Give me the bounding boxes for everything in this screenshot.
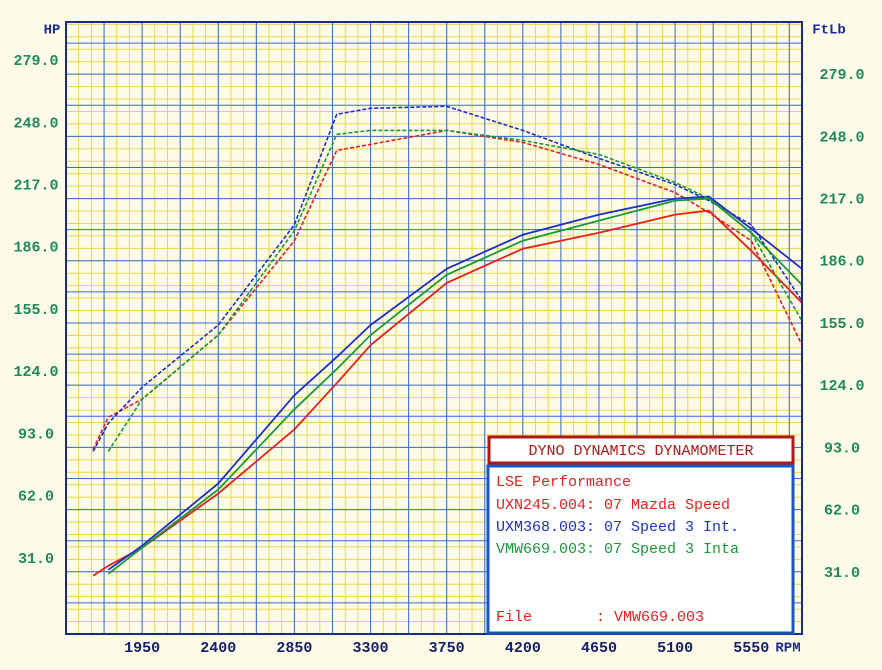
plot-border: [65, 21, 803, 635]
legend-title-box: [487, 435, 795, 465]
x-tick-label: 5550: [733, 640, 769, 657]
y2-tick-label: 62.0: [824, 503, 860, 520]
y2-tick-label: 155.0: [819, 316, 864, 333]
x-tick-label: 5100: [657, 640, 693, 657]
y2-tick-label: 217.0: [819, 192, 864, 209]
y-tick-label: 124.0: [13, 364, 58, 381]
legend-box: [486, 464, 795, 635]
y-tick-label: 217.0: [13, 178, 58, 195]
legend-items: UXN245.004: 07 Mazda Speed UXM368.003: 07…: [496, 497, 739, 558]
x-tick-label: 4650: [581, 640, 617, 657]
torque-line: [107, 129, 803, 452]
x-tick-label: 1950: [124, 640, 160, 657]
y-tick-label: 31.0: [18, 551, 54, 568]
y2-tick-label: 124.0: [819, 378, 864, 395]
x-tick-label: 3300: [353, 640, 389, 657]
power-line: [107, 197, 803, 575]
legend-entry: VMW669.003: 07 Speed 3 Inta: [496, 541, 739, 558]
y-tick-label: 248.0: [13, 115, 58, 132]
y2-tick-label: 279.0: [819, 67, 864, 84]
power-line: [107, 195, 803, 571]
y-tick-label: 279.0: [13, 53, 58, 70]
x-tick-label: 4200: [505, 640, 541, 657]
y2-tick-label: 31.0: [824, 565, 860, 582]
legend: DYNO DYNAMICS DYNAMOMETER LSE Performanc…: [486, 435, 795, 635]
y-tick-label: 155.0: [13, 302, 58, 319]
y2-tick-label: 186.0: [819, 254, 864, 271]
plot-lines: [92, 105, 803, 577]
x-axis-label: RPM: [775, 641, 800, 657]
torque-line: [92, 105, 803, 452]
x-tick-label: 3750: [429, 640, 465, 657]
legend-entry: UXM368.003: 07 Speed 3 Int.: [496, 519, 739, 536]
file-value: : VMW669.003: [596, 609, 704, 626]
y-tick-label: 62.0: [18, 489, 54, 506]
legend-subtitle: LSE Performance: [496, 474, 631, 491]
y2-tick-label: 93.0: [824, 440, 860, 457]
y-axis-label: HP: [44, 23, 61, 39]
x-tick-label: 2850: [276, 640, 312, 657]
y-tick-label: 93.0: [18, 426, 54, 443]
legend-title: DYNO DYNAMICS DYNAMOMETER: [528, 443, 753, 460]
y2-axis-label: FtLb: [812, 23, 846, 39]
y2-tick-label: 248.0: [819, 129, 864, 146]
y-tick-label: 186.0: [13, 240, 58, 257]
legend-entry: UXN245.004: 07 Mazda Speed: [496, 497, 730, 514]
file-label: File: [496, 609, 532, 626]
x-tick-label: 2400: [200, 640, 236, 657]
